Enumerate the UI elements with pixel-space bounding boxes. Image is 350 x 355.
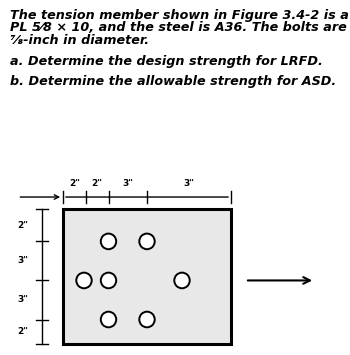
Circle shape: [101, 273, 116, 288]
Text: 3": 3": [17, 256, 28, 266]
Text: 2": 2": [17, 327, 28, 337]
Text: a. Determine the design strength for LRFD.: a. Determine the design strength for LRF…: [10, 55, 323, 68]
Circle shape: [101, 312, 116, 327]
Text: 2": 2": [69, 179, 80, 188]
Text: 2": 2": [17, 221, 28, 230]
Text: 2": 2": [92, 179, 103, 188]
Text: 3": 3": [17, 295, 28, 305]
Text: 3": 3": [183, 179, 195, 188]
Bar: [63, 209, 231, 344]
Text: b. Determine the allowable strength for ASD.: b. Determine the allowable strength for …: [10, 75, 337, 88]
Circle shape: [139, 234, 155, 249]
Text: 3": 3": [122, 179, 133, 188]
Circle shape: [76, 273, 92, 288]
Text: PL 5⁄8 × 10, and the steel is A36. The bolts are: PL 5⁄8 × 10, and the steel is A36. The b…: [10, 21, 347, 34]
Circle shape: [101, 234, 116, 249]
Text: The tension member shown in Figure 3.4-2 is a: The tension member shown in Figure 3.4-2…: [10, 9, 349, 22]
Text: ⅞-inch in diameter.: ⅞-inch in diameter.: [10, 34, 150, 47]
Circle shape: [139, 312, 155, 327]
Circle shape: [174, 273, 190, 288]
